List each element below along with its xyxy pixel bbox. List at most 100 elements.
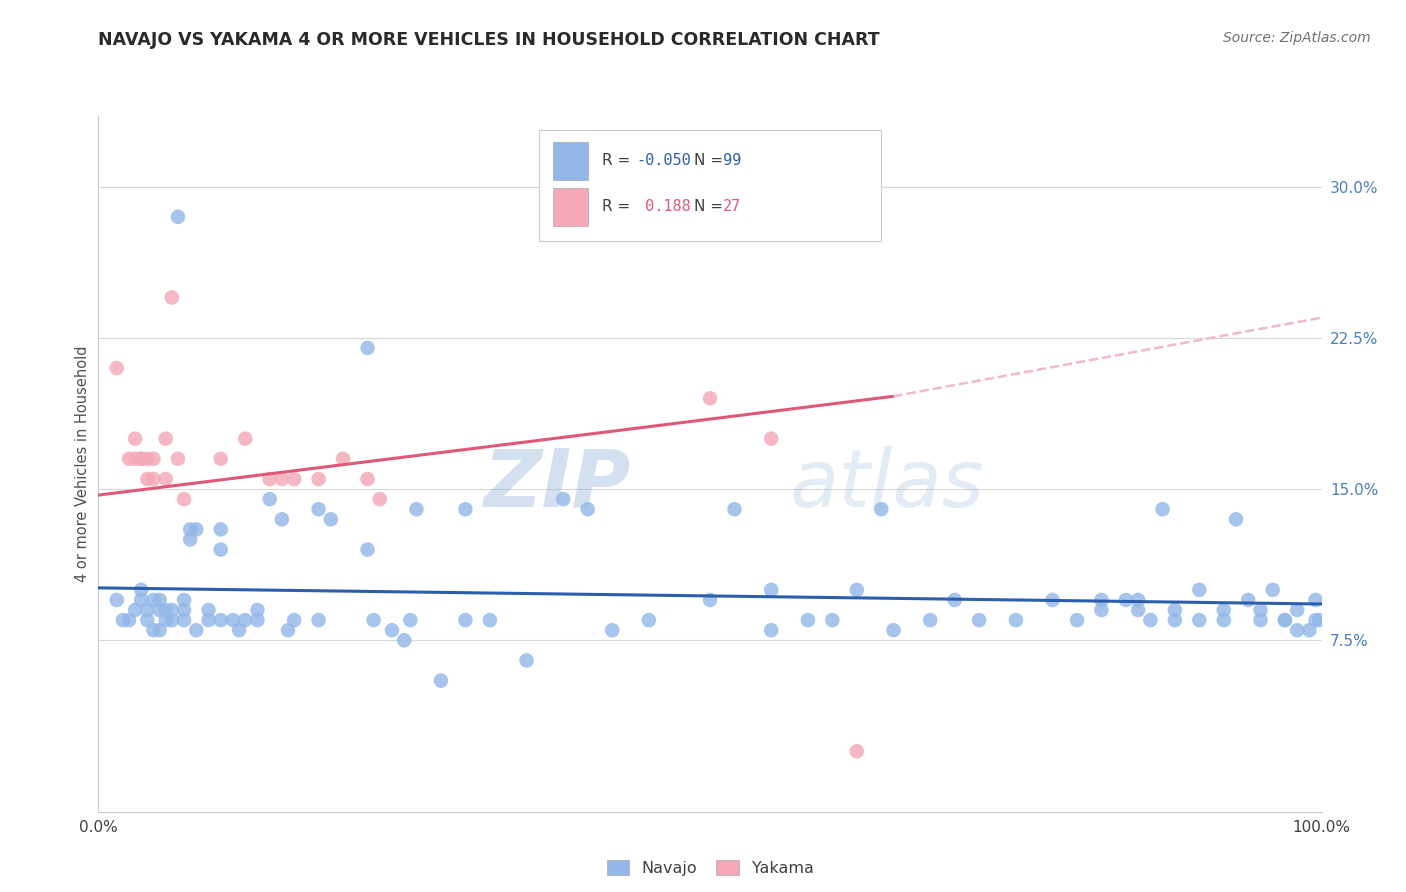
Point: [142, 451, 165, 466]
Text: Source: ZipAtlas.com: Source: ZipAtlas.com: [1223, 31, 1371, 45]
Point: [943, 593, 966, 607]
Text: R =: R =: [602, 199, 636, 214]
Point: [1164, 603, 1187, 617]
Point: [454, 613, 477, 627]
Point: [186, 624, 208, 638]
Point: [160, 290, 183, 304]
Point: [129, 582, 152, 597]
Point: [270, 512, 294, 526]
Point: [1004, 613, 1026, 627]
Point: [142, 472, 165, 486]
Point: [1066, 613, 1088, 627]
Point: [870, 502, 893, 516]
Point: [160, 613, 183, 627]
Point: [761, 432, 783, 446]
Point: [1152, 502, 1174, 516]
Point: [129, 451, 152, 466]
Point: [111, 613, 134, 627]
Point: [761, 624, 783, 638]
Point: [308, 613, 330, 627]
Point: [118, 613, 141, 627]
Point: [553, 492, 575, 507]
Point: [259, 492, 281, 507]
Point: [167, 451, 190, 466]
Point: [1286, 603, 1309, 617]
Point: [356, 542, 378, 557]
Point: [845, 582, 868, 597]
Point: [155, 613, 177, 627]
Text: 27: 27: [723, 199, 741, 214]
Point: [392, 633, 416, 648]
Point: [845, 744, 868, 758]
Point: [136, 603, 159, 617]
Point: [430, 673, 453, 688]
Point: [381, 624, 404, 638]
Point: [638, 613, 661, 627]
Text: ZIP: ZIP: [484, 446, 630, 524]
Point: [1188, 613, 1211, 627]
Text: N =: N =: [693, 153, 728, 169]
Point: [209, 542, 232, 557]
Point: [173, 593, 195, 607]
FancyBboxPatch shape: [554, 187, 588, 226]
Point: [209, 522, 232, 536]
Point: [699, 392, 721, 406]
Point: [1305, 613, 1327, 627]
Point: [155, 432, 177, 446]
Point: [1237, 593, 1260, 607]
Point: [173, 613, 195, 627]
Point: [478, 613, 501, 627]
Point: [761, 582, 783, 597]
Point: [319, 512, 342, 526]
Point: [1188, 582, 1211, 597]
Point: [1128, 603, 1150, 617]
Point: [270, 472, 294, 486]
Point: [454, 502, 477, 516]
Point: [1042, 593, 1064, 607]
Point: [246, 603, 269, 617]
Point: [179, 522, 201, 536]
Point: [723, 502, 745, 516]
Point: [197, 603, 219, 617]
Point: [308, 502, 330, 516]
Point: [368, 492, 391, 507]
Text: NAVAJO VS YAKAMA 4 OR MORE VEHICLES IN HOUSEHOLD CORRELATION CHART: NAVAJO VS YAKAMA 4 OR MORE VEHICLES IN H…: [98, 31, 880, 49]
Point: [149, 593, 172, 607]
Point: [105, 361, 128, 376]
Point: [1164, 613, 1187, 627]
Point: [1139, 613, 1161, 627]
Text: R =: R =: [602, 153, 636, 169]
Point: [246, 613, 269, 627]
Point: [277, 624, 299, 638]
Point: [1212, 613, 1234, 627]
Point: [179, 533, 201, 547]
Point: [149, 624, 172, 638]
FancyBboxPatch shape: [538, 130, 882, 241]
Y-axis label: 4 or more Vehicles in Household: 4 or more Vehicles in Household: [75, 345, 90, 582]
Point: [1225, 512, 1247, 526]
Point: [920, 613, 942, 627]
Point: [233, 432, 256, 446]
Point: [124, 451, 146, 466]
Point: [1090, 603, 1112, 617]
Point: [186, 522, 208, 536]
Point: [1212, 603, 1234, 617]
Point: [173, 603, 195, 617]
Legend: Navajo, Yakama: Navajo, Yakama: [599, 852, 821, 884]
Point: [821, 613, 844, 627]
Point: [1261, 582, 1284, 597]
Point: [149, 603, 172, 617]
Point: [228, 624, 250, 638]
Point: [155, 472, 177, 486]
Point: [1286, 624, 1309, 638]
Point: [197, 613, 219, 627]
Point: [797, 613, 820, 627]
Point: [332, 451, 354, 466]
Point: [1298, 624, 1320, 638]
Point: [1274, 613, 1296, 627]
Point: [356, 341, 378, 355]
Point: [699, 593, 721, 607]
Point: [1308, 613, 1330, 627]
Point: [516, 653, 538, 667]
Point: [160, 603, 183, 617]
